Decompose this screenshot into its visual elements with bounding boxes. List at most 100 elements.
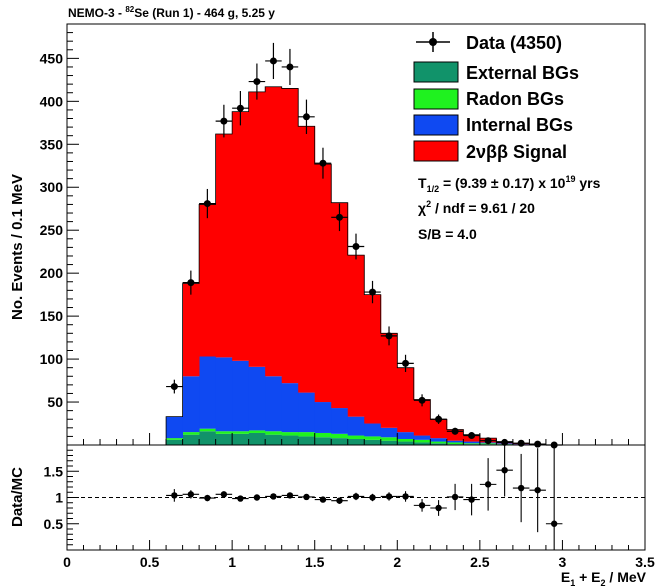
ratio-point-15 (418, 502, 426, 509)
bar-internal-bgs-15 (413, 435, 431, 440)
ratio-point-23 (550, 520, 558, 527)
top-ytick-label-4: 250 (40, 222, 64, 238)
bar-internal-bgs-12 (364, 423, 382, 437)
half-life-annotation: T1/2 = (9.39 ± 0.17) x 1019 yrs (418, 174, 601, 194)
ratio-point-12 (369, 494, 376, 501)
bar-internal-bgs-6 (265, 376, 283, 432)
bar-2-signal-15 (413, 399, 431, 436)
ratio-point-2 (204, 494, 211, 502)
bar-radon-bgs-8 (298, 432, 316, 437)
bar-radon-bgs-11 (347, 435, 365, 439)
bar-internal-bgs-1 (182, 376, 200, 433)
bar-external-bgs-11 (347, 438, 365, 445)
bar-internal-bgs-0 (166, 416, 183, 439)
ratio-point-19 (484, 481, 492, 488)
data-point-11 (352, 243, 360, 251)
top-ytick-label-7: 400 (40, 93, 64, 109)
x-tick-label-2: 1 (228, 554, 236, 570)
x-axis-label: E1 + E2 / MeV (561, 569, 647, 586)
bar-external-bgs-15 (413, 442, 431, 445)
legend-entry-data: Data (4350) (416, 32, 562, 53)
bar-internal-bgs-8 (298, 392, 316, 433)
top-ytick-label-2: 150 (40, 308, 64, 324)
bar-external-bgs-1 (182, 434, 200, 445)
bar-2-signal-14 (397, 367, 415, 433)
bar-external-bgs-9 (314, 437, 332, 445)
data-point-15 (418, 396, 426, 404)
bar-radon-bgs-6 (265, 431, 283, 435)
bar-2-signal-4 (232, 111, 250, 361)
top-ytick-label-6: 350 (40, 136, 64, 152)
top-ytick-label-8: 450 (40, 50, 64, 66)
data-point-9 (319, 159, 327, 167)
ratio-point-13 (385, 493, 393, 500)
ratio-point-17 (451, 493, 459, 501)
bar-radon-bgs-1 (182, 432, 200, 435)
bar-radon-bgs-9 (314, 432, 332, 438)
legend-entry-signal: 2νββ Signal (413, 140, 567, 162)
data-point-10 (335, 213, 343, 221)
bar-internal-bgs-3 (215, 357, 233, 432)
ratio-point-1 (187, 491, 195, 498)
ratio-point-22 (534, 486, 541, 494)
bar-internal-bgs-16 (430, 438, 448, 442)
bar-internal-bgs-11 (347, 416, 365, 436)
data-point-5 (253, 78, 261, 86)
x-tick-label-6: 3 (559, 554, 567, 570)
bar-radon-bgs-0 (166, 438, 183, 440)
data-point-12 (369, 288, 377, 296)
bar-internal-bgs-10 (331, 408, 349, 434)
signal-background-ratio: S/B = 4.0 (418, 226, 477, 242)
ratio-point-11 (352, 493, 360, 500)
ratio-ytick-label-2: 1.5 (44, 463, 64, 479)
bar-radon-bgs-7 (281, 432, 299, 436)
ratio-point-14 (402, 493, 409, 500)
bar-2-signal-16 (430, 419, 448, 439)
bar-external-bgs-7 (281, 435, 299, 445)
bar-radon-bgs-17 (446, 442, 464, 445)
top-panel: 50 100 150 200 250 300 350 400 450 (40, 23, 646, 449)
data-point-2 (203, 200, 211, 208)
bar-internal-bgs-17 (446, 440, 464, 443)
legend: Data (4350) External BGs Radon BGs Inter… (413, 32, 579, 162)
bar-radon-bgs-3 (215, 431, 233, 434)
legend-entry-external: External BGs (413, 61, 579, 83)
bar-internal-bgs-14 (397, 432, 415, 439)
top-ytick-label-5: 300 (40, 179, 64, 195)
top-ytick-label-1: 100 (40, 351, 64, 367)
data-point-6 (269, 57, 277, 65)
bar-radon-bgs-12 (364, 436, 382, 440)
bar-internal-bgs-9 (314, 402, 332, 433)
x-tick-label-5: 2.5 (470, 554, 490, 570)
ratio-point-7 (286, 492, 294, 499)
x-tick-label-7: 3.5 (635, 554, 655, 570)
bar-external-bgs-3 (215, 433, 233, 445)
legend-entry-internal: Internal BGs (413, 114, 573, 136)
data-point-16 (435, 415, 443, 423)
data-point-4 (236, 104, 244, 112)
bar-internal-bgs-13 (380, 427, 398, 438)
data-point-20 (501, 438, 509, 446)
bar-external-bgs-6 (265, 434, 283, 445)
chi2-annotation: χ2 / ndf = 9.61 / 20 (418, 199, 535, 216)
data-point-19 (484, 437, 492, 445)
bar-radon-bgs-13 (380, 437, 398, 441)
top-ytick-label-3: 200 (40, 265, 64, 281)
legend-label-radon: Radon BGs (466, 89, 564, 109)
ratio-point-21 (517, 484, 525, 492)
ratio-point-10 (336, 497, 343, 504)
top-ylabel: No. Events / 0.1 MeV (9, 174, 26, 320)
bar-radon-bgs-2 (199, 428, 217, 432)
bar-radon-bgs-5 (248, 430, 266, 433)
bar-radon-bgs-15 (413, 439, 431, 443)
x-tick-label-1: 0.5 (140, 554, 160, 570)
bar-external-bgs-14 (397, 441, 415, 445)
chart-title: NEMO-3 - 82Se (Run 1) - 464 g, 5.25 y (68, 5, 275, 20)
legend-label-internal: Internal BGs (466, 115, 573, 135)
data-point-8 (302, 113, 310, 121)
bar-internal-bgs-18 (463, 441, 481, 444)
ratio-point-4 (237, 495, 244, 502)
bar-external-bgs-12 (364, 439, 382, 445)
data-point-22 (534, 440, 542, 448)
bar-2-signal-17 (446, 429, 464, 441)
